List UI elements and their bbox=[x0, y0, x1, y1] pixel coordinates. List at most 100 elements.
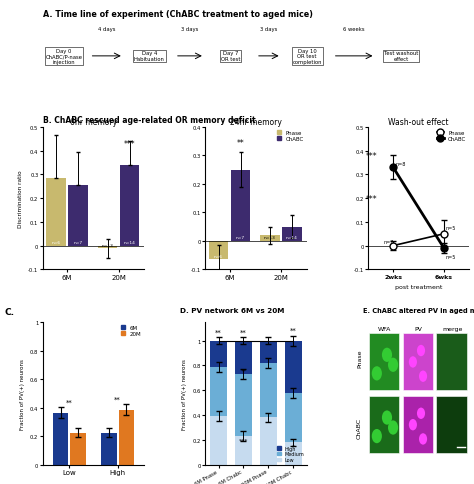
Bar bbox=[436, 334, 467, 391]
Text: n=7: n=7 bbox=[73, 241, 82, 245]
Text: PV: PV bbox=[415, 327, 422, 332]
Bar bbox=[70, 433, 86, 465]
Title: Wash-out effect: Wash-out effect bbox=[388, 118, 449, 127]
Line: ChABC: ChABC bbox=[390, 165, 447, 252]
Text: Day 7
OR test: Day 7 OR test bbox=[220, 51, 240, 62]
Circle shape bbox=[382, 348, 392, 362]
Circle shape bbox=[417, 408, 425, 419]
Circle shape bbox=[372, 366, 382, 381]
Text: 3 days: 3 days bbox=[260, 27, 277, 32]
Text: n=7: n=7 bbox=[236, 236, 245, 240]
Circle shape bbox=[388, 358, 398, 372]
Text: C.: C. bbox=[4, 308, 14, 317]
Bar bbox=[46, 179, 66, 246]
Text: *: * bbox=[292, 444, 295, 449]
Text: Test washout
effect: Test washout effect bbox=[384, 51, 418, 62]
Circle shape bbox=[419, 371, 427, 382]
Text: n=6: n=6 bbox=[52, 241, 61, 245]
Text: ***: *** bbox=[366, 151, 378, 161]
Title: 6hr memory: 6hr memory bbox=[70, 118, 117, 127]
Text: n=14: n=14 bbox=[286, 236, 298, 240]
Bar bbox=[68, 186, 88, 246]
Pnase bbox=[390, 243, 396, 249]
Bar bbox=[235, 436, 252, 465]
Bar bbox=[101, 433, 117, 465]
Bar bbox=[369, 396, 399, 453]
Bar bbox=[120, 166, 139, 246]
Y-axis label: Fraction of PV(+) neurons: Fraction of PV(+) neurons bbox=[182, 358, 187, 429]
Bar bbox=[260, 418, 277, 465]
Text: **: ** bbox=[237, 138, 245, 148]
Text: ChABC: ChABC bbox=[357, 417, 362, 438]
Text: A. Time line of experiment (ChABC treatment to aged mice): A. Time line of experiment (ChABC treatm… bbox=[43, 10, 313, 19]
Text: Day 0
ChABC/P-nase
injection: Day 0 ChABC/P-nase injection bbox=[46, 48, 82, 65]
Bar bbox=[436, 396, 467, 453]
Bar bbox=[285, 393, 302, 442]
Text: n=7: n=7 bbox=[384, 240, 394, 245]
Bar bbox=[209, 242, 228, 260]
Legend: High, Medium, Low: High, Medium, Low bbox=[277, 446, 304, 462]
Bar bbox=[210, 367, 227, 416]
Circle shape bbox=[419, 433, 427, 445]
Pnase bbox=[441, 231, 447, 237]
Text: n=5: n=5 bbox=[446, 226, 456, 230]
Text: merge: merge bbox=[442, 327, 463, 332]
Text: n=6: n=6 bbox=[214, 255, 223, 258]
ChABC bbox=[390, 165, 396, 171]
ChABC bbox=[441, 245, 447, 251]
Bar bbox=[235, 374, 252, 436]
Y-axis label: Fraction of PV(+) neurons: Fraction of PV(+) neurons bbox=[19, 358, 25, 429]
Line: Pnase: Pnase bbox=[390, 231, 447, 250]
Bar bbox=[98, 246, 117, 248]
Legend: Pnase, ChABC: Pnase, ChABC bbox=[437, 130, 466, 141]
Text: D. PV network 6M vs 20M: D. PV network 6M vs 20M bbox=[180, 308, 284, 314]
Text: ***: *** bbox=[366, 194, 378, 203]
Bar bbox=[231, 170, 250, 242]
Bar bbox=[210, 341, 227, 367]
Bar bbox=[210, 416, 227, 465]
Title: 24hr memory: 24hr memory bbox=[230, 118, 282, 127]
Bar bbox=[118, 410, 134, 465]
Text: n=13: n=13 bbox=[264, 236, 276, 240]
Bar bbox=[283, 227, 302, 242]
Bar bbox=[285, 341, 302, 393]
Text: Day 4
Habituation: Day 4 Habituation bbox=[134, 51, 165, 62]
Text: ***: *** bbox=[124, 140, 136, 149]
Text: **: ** bbox=[215, 329, 222, 335]
Text: ***: *** bbox=[239, 438, 248, 442]
Text: Day 10
OR test
completion: Day 10 OR test completion bbox=[292, 48, 322, 65]
Circle shape bbox=[417, 345, 425, 357]
Bar bbox=[403, 334, 433, 391]
Text: 4 days: 4 days bbox=[98, 27, 115, 32]
Text: **: ** bbox=[290, 328, 297, 333]
Bar bbox=[53, 413, 68, 465]
Bar bbox=[260, 363, 277, 418]
Text: 3 days: 3 days bbox=[181, 27, 199, 32]
Bar bbox=[260, 341, 277, 363]
Text: B. ChABC rescued age-related OR memory deficit: B. ChABC rescued age-related OR memory d… bbox=[43, 116, 255, 125]
Bar bbox=[235, 341, 252, 374]
Bar bbox=[369, 334, 399, 391]
Bar bbox=[403, 396, 433, 453]
Bar bbox=[285, 442, 302, 465]
Y-axis label: Discrimination ratio: Discrimination ratio bbox=[18, 170, 23, 227]
Legend: Pnase, ChABC: Pnase, ChABC bbox=[277, 130, 304, 141]
Bar bbox=[260, 236, 280, 242]
Circle shape bbox=[388, 421, 398, 435]
Text: n=8: n=8 bbox=[395, 162, 405, 166]
Legend: 6M, 20M: 6M, 20M bbox=[121, 325, 141, 336]
Text: n=14: n=14 bbox=[124, 241, 136, 245]
Circle shape bbox=[372, 429, 382, 443]
Text: **: ** bbox=[240, 368, 246, 373]
X-axis label: post treatment: post treatment bbox=[395, 285, 442, 289]
Circle shape bbox=[382, 410, 392, 425]
Text: E. ChABC altered PV in aged mice: E. ChABC altered PV in aged mice bbox=[363, 308, 474, 314]
Text: n=5: n=5 bbox=[446, 254, 456, 259]
Text: WFA: WFA bbox=[378, 327, 392, 332]
Text: n=13: n=13 bbox=[101, 243, 113, 247]
Circle shape bbox=[409, 357, 417, 368]
Text: Pnase: Pnase bbox=[357, 348, 362, 367]
Circle shape bbox=[409, 419, 417, 430]
Text: **: ** bbox=[114, 395, 121, 402]
Text: **: ** bbox=[66, 398, 73, 405]
